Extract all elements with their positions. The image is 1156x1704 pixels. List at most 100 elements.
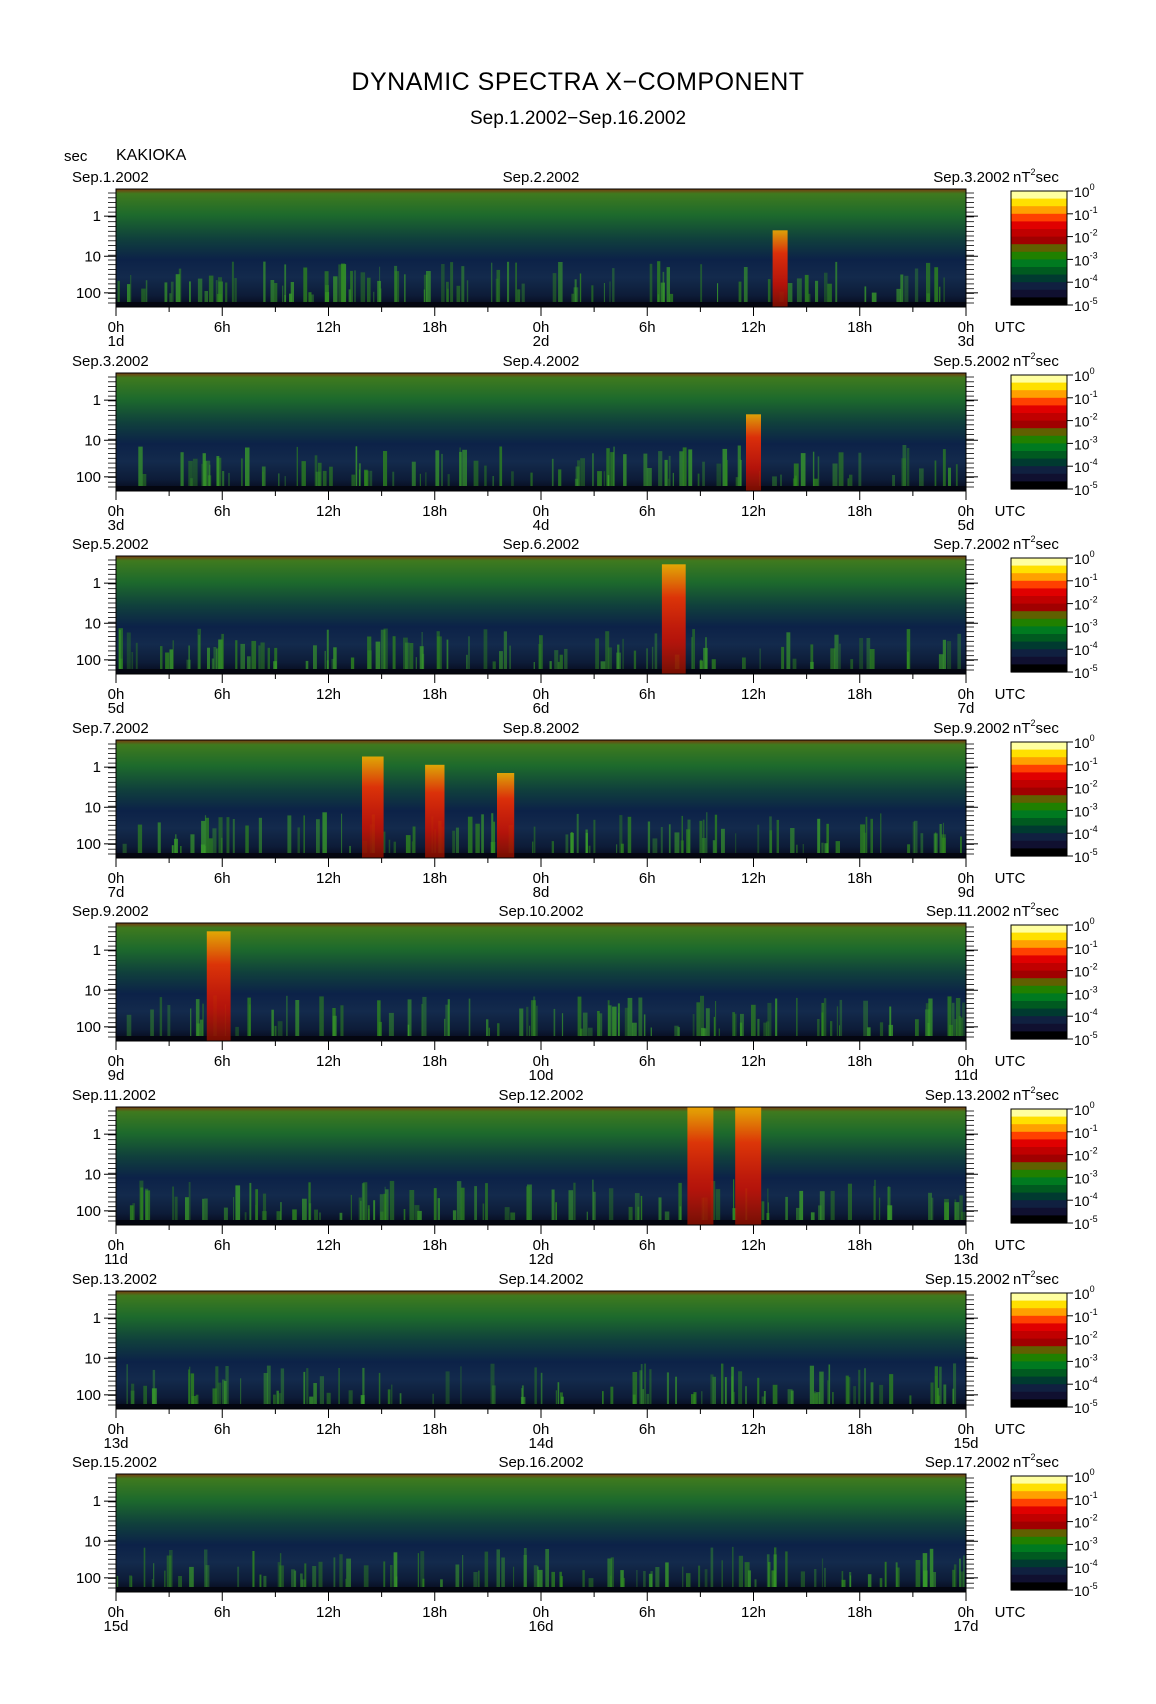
activity-streak xyxy=(362,1367,365,1405)
activity-streak xyxy=(523,1555,527,1588)
activity-streak xyxy=(211,658,215,670)
activity-streak xyxy=(301,1579,306,1588)
activity-streak xyxy=(620,1577,625,1588)
activity-streak xyxy=(317,462,322,487)
activity-streak xyxy=(263,1575,267,1588)
activity-streak xyxy=(717,283,719,303)
activity-streak xyxy=(131,1383,135,1405)
activity-streak xyxy=(273,661,277,670)
activity-streak xyxy=(277,1562,281,1588)
activity-streak xyxy=(961,1211,966,1221)
activity-streak xyxy=(830,1021,833,1037)
colorbar-swatch xyxy=(1011,259,1067,268)
colorbar: nT2sec 100 10-1 10-2 10-3 10-4 10-5 xyxy=(1010,1452,1098,1599)
activity-streak xyxy=(302,1198,307,1221)
activity-streak xyxy=(887,1186,890,1221)
activity-streak xyxy=(466,280,469,303)
x-unit-label: UTC xyxy=(995,686,1026,703)
spectrogram-background xyxy=(116,1107,966,1225)
activity-streak xyxy=(263,1373,268,1405)
activity-streak xyxy=(939,824,942,854)
y-tick-label: 10 xyxy=(84,1350,101,1367)
activity-streak xyxy=(821,1012,824,1037)
activity-streak xyxy=(361,1183,365,1221)
activity-streak xyxy=(314,455,318,487)
colorbar-swatch xyxy=(1011,802,1067,811)
activity-streak xyxy=(792,658,797,670)
activity-streak xyxy=(245,447,250,487)
panel-end-date: Sep.15.2002 xyxy=(925,1271,1010,1288)
activity-streak xyxy=(377,280,381,303)
activity-streak xyxy=(574,279,577,303)
activity-streak xyxy=(533,1565,538,1588)
activity-streak xyxy=(415,657,417,670)
activity-streak xyxy=(223,1207,228,1221)
x-tick-label: 18h xyxy=(422,503,447,520)
activity-streak xyxy=(333,647,337,670)
colorbar-swatch xyxy=(1011,1559,1067,1568)
activity-streak xyxy=(139,1180,144,1221)
activity-streak xyxy=(165,652,170,670)
activity-streak xyxy=(925,1003,931,1037)
activity-streak xyxy=(461,266,465,303)
activity-streak xyxy=(331,658,335,670)
activity-streak xyxy=(306,1368,309,1405)
activity-streak xyxy=(809,1365,814,1405)
activity-streak xyxy=(564,648,568,670)
activity-streak xyxy=(767,1188,769,1221)
activity-streak xyxy=(312,1566,317,1588)
spectrogram-background xyxy=(116,373,966,491)
activity-streak xyxy=(928,1192,932,1221)
colorbar-swatch xyxy=(1011,641,1067,650)
activity-streak xyxy=(624,1007,629,1037)
activity-streak xyxy=(290,282,294,303)
activity-streak xyxy=(682,447,687,487)
activity-streak xyxy=(262,1193,267,1221)
activity-streak xyxy=(118,629,121,670)
activity-streak xyxy=(379,1194,384,1221)
activity-streak xyxy=(772,476,777,487)
activity-streak xyxy=(491,1385,496,1405)
activity-streak xyxy=(732,1546,734,1588)
activity-streak xyxy=(218,639,223,670)
activity-streak xyxy=(879,1384,884,1405)
activity-streak xyxy=(909,1395,912,1405)
day-label: 4d xyxy=(533,517,550,534)
activity-streak xyxy=(537,1569,543,1588)
spectrum-panel-7: Sep.13.2002 Sep.14.2002 Sep.15.2002 1 10 100 0… xyxy=(72,1269,1098,1452)
day-label: 7d xyxy=(108,884,125,901)
colorbar-swatch xyxy=(1011,596,1067,605)
activity-streak xyxy=(403,1209,406,1221)
activity-streak xyxy=(650,1571,653,1588)
activity-streak xyxy=(738,1555,743,1588)
x-tick-label: 18h xyxy=(847,503,872,520)
activity-streak xyxy=(652,838,658,854)
x-tick-label: 0h xyxy=(533,1053,550,1070)
activity-streak xyxy=(930,1382,934,1405)
x-tick-label: 18h xyxy=(847,1421,872,1438)
activity-streak xyxy=(721,1560,723,1588)
activity-streak xyxy=(164,1570,166,1588)
x-tick-label: 12h xyxy=(741,319,766,336)
panel-start-date: Sep.15.2002 xyxy=(72,1454,157,1471)
activity-streak xyxy=(478,1570,480,1588)
activity-streak xyxy=(858,1369,861,1405)
x-tick-label: 6h xyxy=(639,1237,656,1254)
colorbar-tick-label: 10-5 xyxy=(1074,1214,1098,1232)
colorbar-swatch xyxy=(1011,1162,1067,1171)
spectrogram-background xyxy=(116,923,966,1041)
activity-streak xyxy=(207,647,210,670)
activity-streak xyxy=(907,844,911,854)
activity-streak xyxy=(145,1188,149,1221)
colorbar-swatch xyxy=(1011,787,1067,796)
colorbar: nT2sec 100 10-1 10-2 10-3 10-4 10-5 xyxy=(1010,351,1098,498)
activity-streak xyxy=(768,1562,771,1588)
activity-streak xyxy=(679,1206,682,1221)
x-tick-label: 12h xyxy=(741,686,766,703)
activity-streak xyxy=(287,815,292,854)
activity-streak xyxy=(938,286,941,303)
activity-streak xyxy=(959,1558,961,1588)
activity-streak xyxy=(279,1565,284,1588)
activity-streak xyxy=(225,1366,229,1405)
activity-streak xyxy=(274,647,278,670)
